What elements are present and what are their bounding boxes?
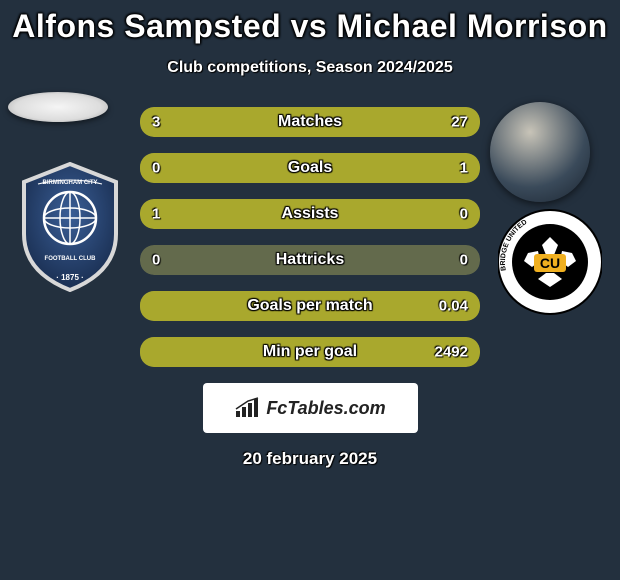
stat-label: Goals per match (140, 297, 480, 315)
stat-row: 00Hattricks (140, 245, 480, 275)
stat-row: 01Goals (140, 153, 480, 183)
stat-label: Matches (140, 113, 480, 131)
stat-label: Goals (140, 159, 480, 177)
club-right-abbrev: CU (540, 255, 560, 271)
footer-brand: FcTables.com (203, 383, 418, 433)
page-title: Alfons Sampsted vs Michael Morrison (0, 0, 620, 45)
stats-bars: 327Matches 01Goals 10Assists 00Hattricks 0.0… (140, 107, 480, 367)
stat-label: Min per goal (140, 343, 480, 361)
stat-row: 2492Min per goal (140, 337, 480, 367)
club-left-name-top: BIRMINGHAM CITY (43, 180, 98, 186)
date-label: 20 february 2025 (0, 449, 620, 469)
subtitle: Club competitions, Season 2024/2025 (0, 59, 620, 77)
player-left-avatar (8, 92, 108, 122)
stat-row: 327Matches (140, 107, 480, 137)
chart-icon (234, 397, 262, 419)
stat-row: 10Assists (140, 199, 480, 229)
stat-row: 0.04Goals per match (140, 291, 480, 321)
club-left-name-bot: FOOTBALL CLUB (45, 256, 97, 262)
stat-label: Hattricks (140, 251, 480, 269)
club-right-badge: CU BRIDGE UNITED (498, 207, 602, 317)
comparison-panel: BIRMINGHAM CITY FOOTBALL CLUB · 1875 · C… (0, 107, 620, 367)
stat-label: Assists (140, 205, 480, 223)
footer-brand-text: FcTables.com (266, 398, 385, 419)
player-right-avatar (490, 102, 590, 202)
club-left-year: · 1875 · (56, 273, 84, 282)
club-left-badge: BIRMINGHAM CITY FOOTBALL CLUB · 1875 · (18, 162, 122, 292)
